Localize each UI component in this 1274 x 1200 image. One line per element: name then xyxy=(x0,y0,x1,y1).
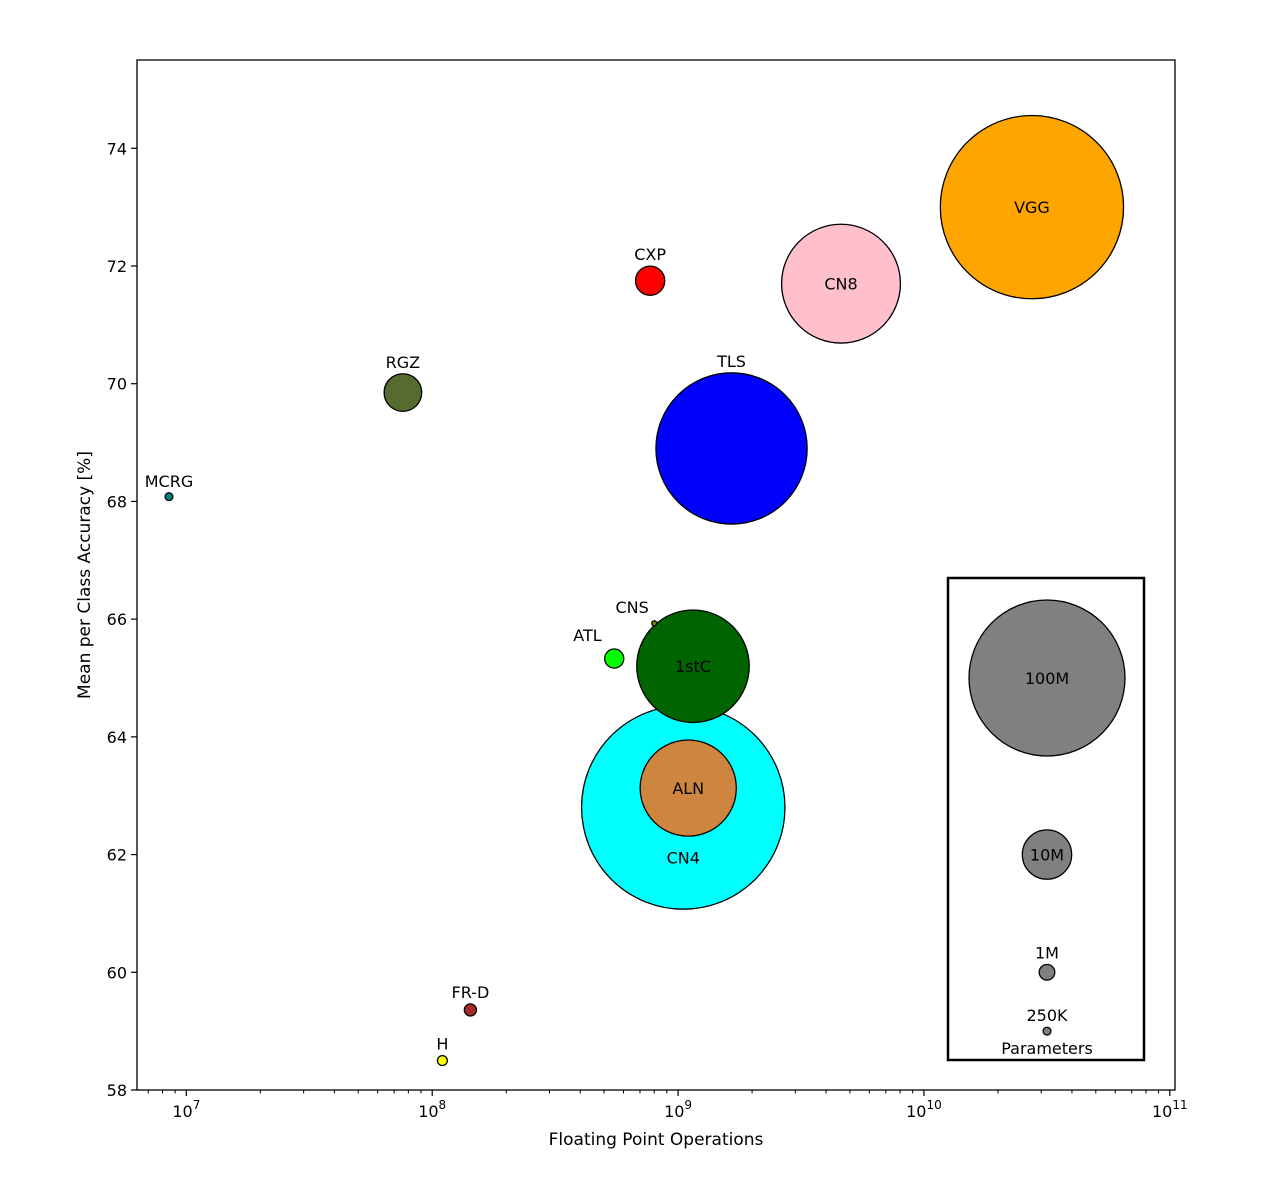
bubble-fr-d xyxy=(463,1003,478,1017)
y-tick-label: 60 xyxy=(107,963,127,982)
y-axis-label: Mean per Class Accuracy [%] xyxy=(75,451,95,699)
x-tick-label: 108 xyxy=(418,1098,446,1121)
y-tick-label: 66 xyxy=(107,610,127,629)
label-cn8: CN8 xyxy=(824,275,857,294)
legend-bubble-10m xyxy=(1021,829,1073,880)
x-tick-label: 1011 xyxy=(1152,1098,1188,1121)
bubble-atl xyxy=(604,648,625,669)
bubble-mcrg xyxy=(164,492,174,502)
y-tick-label: 68 xyxy=(107,492,127,511)
label-cns: CNS xyxy=(615,598,648,617)
y-tick-label: 70 xyxy=(107,375,127,394)
label-rgz: RGZ xyxy=(386,353,421,372)
bubbles-layer: CN4 VGG TLS CN8 1stC ALN RGZ CXP ATL FR-D H MCRG CNS xyxy=(145,114,1125,1067)
y-tick-label: 72 xyxy=(107,257,127,276)
y-tick-label: 62 xyxy=(107,846,127,865)
parameters-legend: 100M 10M 1M 250K Parameters xyxy=(946,576,1146,1062)
label-cxp: CXP xyxy=(634,245,666,264)
y-axis: 58 60 62 64 66 68 70 72 74 xyxy=(107,139,137,1100)
legend-bubble-1m xyxy=(1038,963,1056,981)
label-cn4: CN4 xyxy=(667,848,700,867)
legend-title: Parameters xyxy=(1001,1039,1093,1058)
bubble-tls xyxy=(655,372,808,525)
x-tick-label: 107 xyxy=(172,1098,200,1121)
label-250k: 250K xyxy=(1026,1006,1068,1025)
x-tick-label: 1010 xyxy=(906,1098,942,1121)
bubble-rgz xyxy=(383,373,423,412)
legend-bubble-100m xyxy=(968,599,1126,757)
legend-bubble-250k xyxy=(1042,1026,1052,1036)
label-fr-d: FR-D xyxy=(452,983,490,1002)
bubble-cns xyxy=(651,620,658,627)
label-tls: TLS xyxy=(716,352,746,371)
label-10m: 10M xyxy=(1030,846,1064,865)
label-1m: 1M xyxy=(1035,943,1059,962)
label-atl: ATL xyxy=(573,626,601,645)
bubble-cxp xyxy=(634,265,666,296)
bubble-cn8 xyxy=(780,223,902,344)
label-mcrg: MCRG xyxy=(145,472,194,491)
label-100m: 100M xyxy=(1025,669,1069,688)
bubble-h xyxy=(436,1054,448,1067)
label-h: H xyxy=(436,1035,448,1054)
label-vgg: VGG xyxy=(1014,198,1050,217)
bubble-aln xyxy=(639,739,737,837)
x-tick-label: 109 xyxy=(664,1098,692,1121)
x-axis: 107 108 109 1010 1011 xyxy=(147,1090,1188,1121)
y-tick-label: 64 xyxy=(107,728,127,747)
plot-frame xyxy=(136,59,1176,1091)
bubble-1stc xyxy=(636,609,750,724)
x-axis-label: Floating Point Operations xyxy=(549,1130,764,1150)
label-1stc: 1stC xyxy=(675,657,711,676)
y-tick-label: 74 xyxy=(107,139,127,158)
label-aln: ALN xyxy=(672,779,704,798)
bubble-vgg xyxy=(939,114,1125,300)
y-tick-label: 58 xyxy=(107,1081,127,1100)
